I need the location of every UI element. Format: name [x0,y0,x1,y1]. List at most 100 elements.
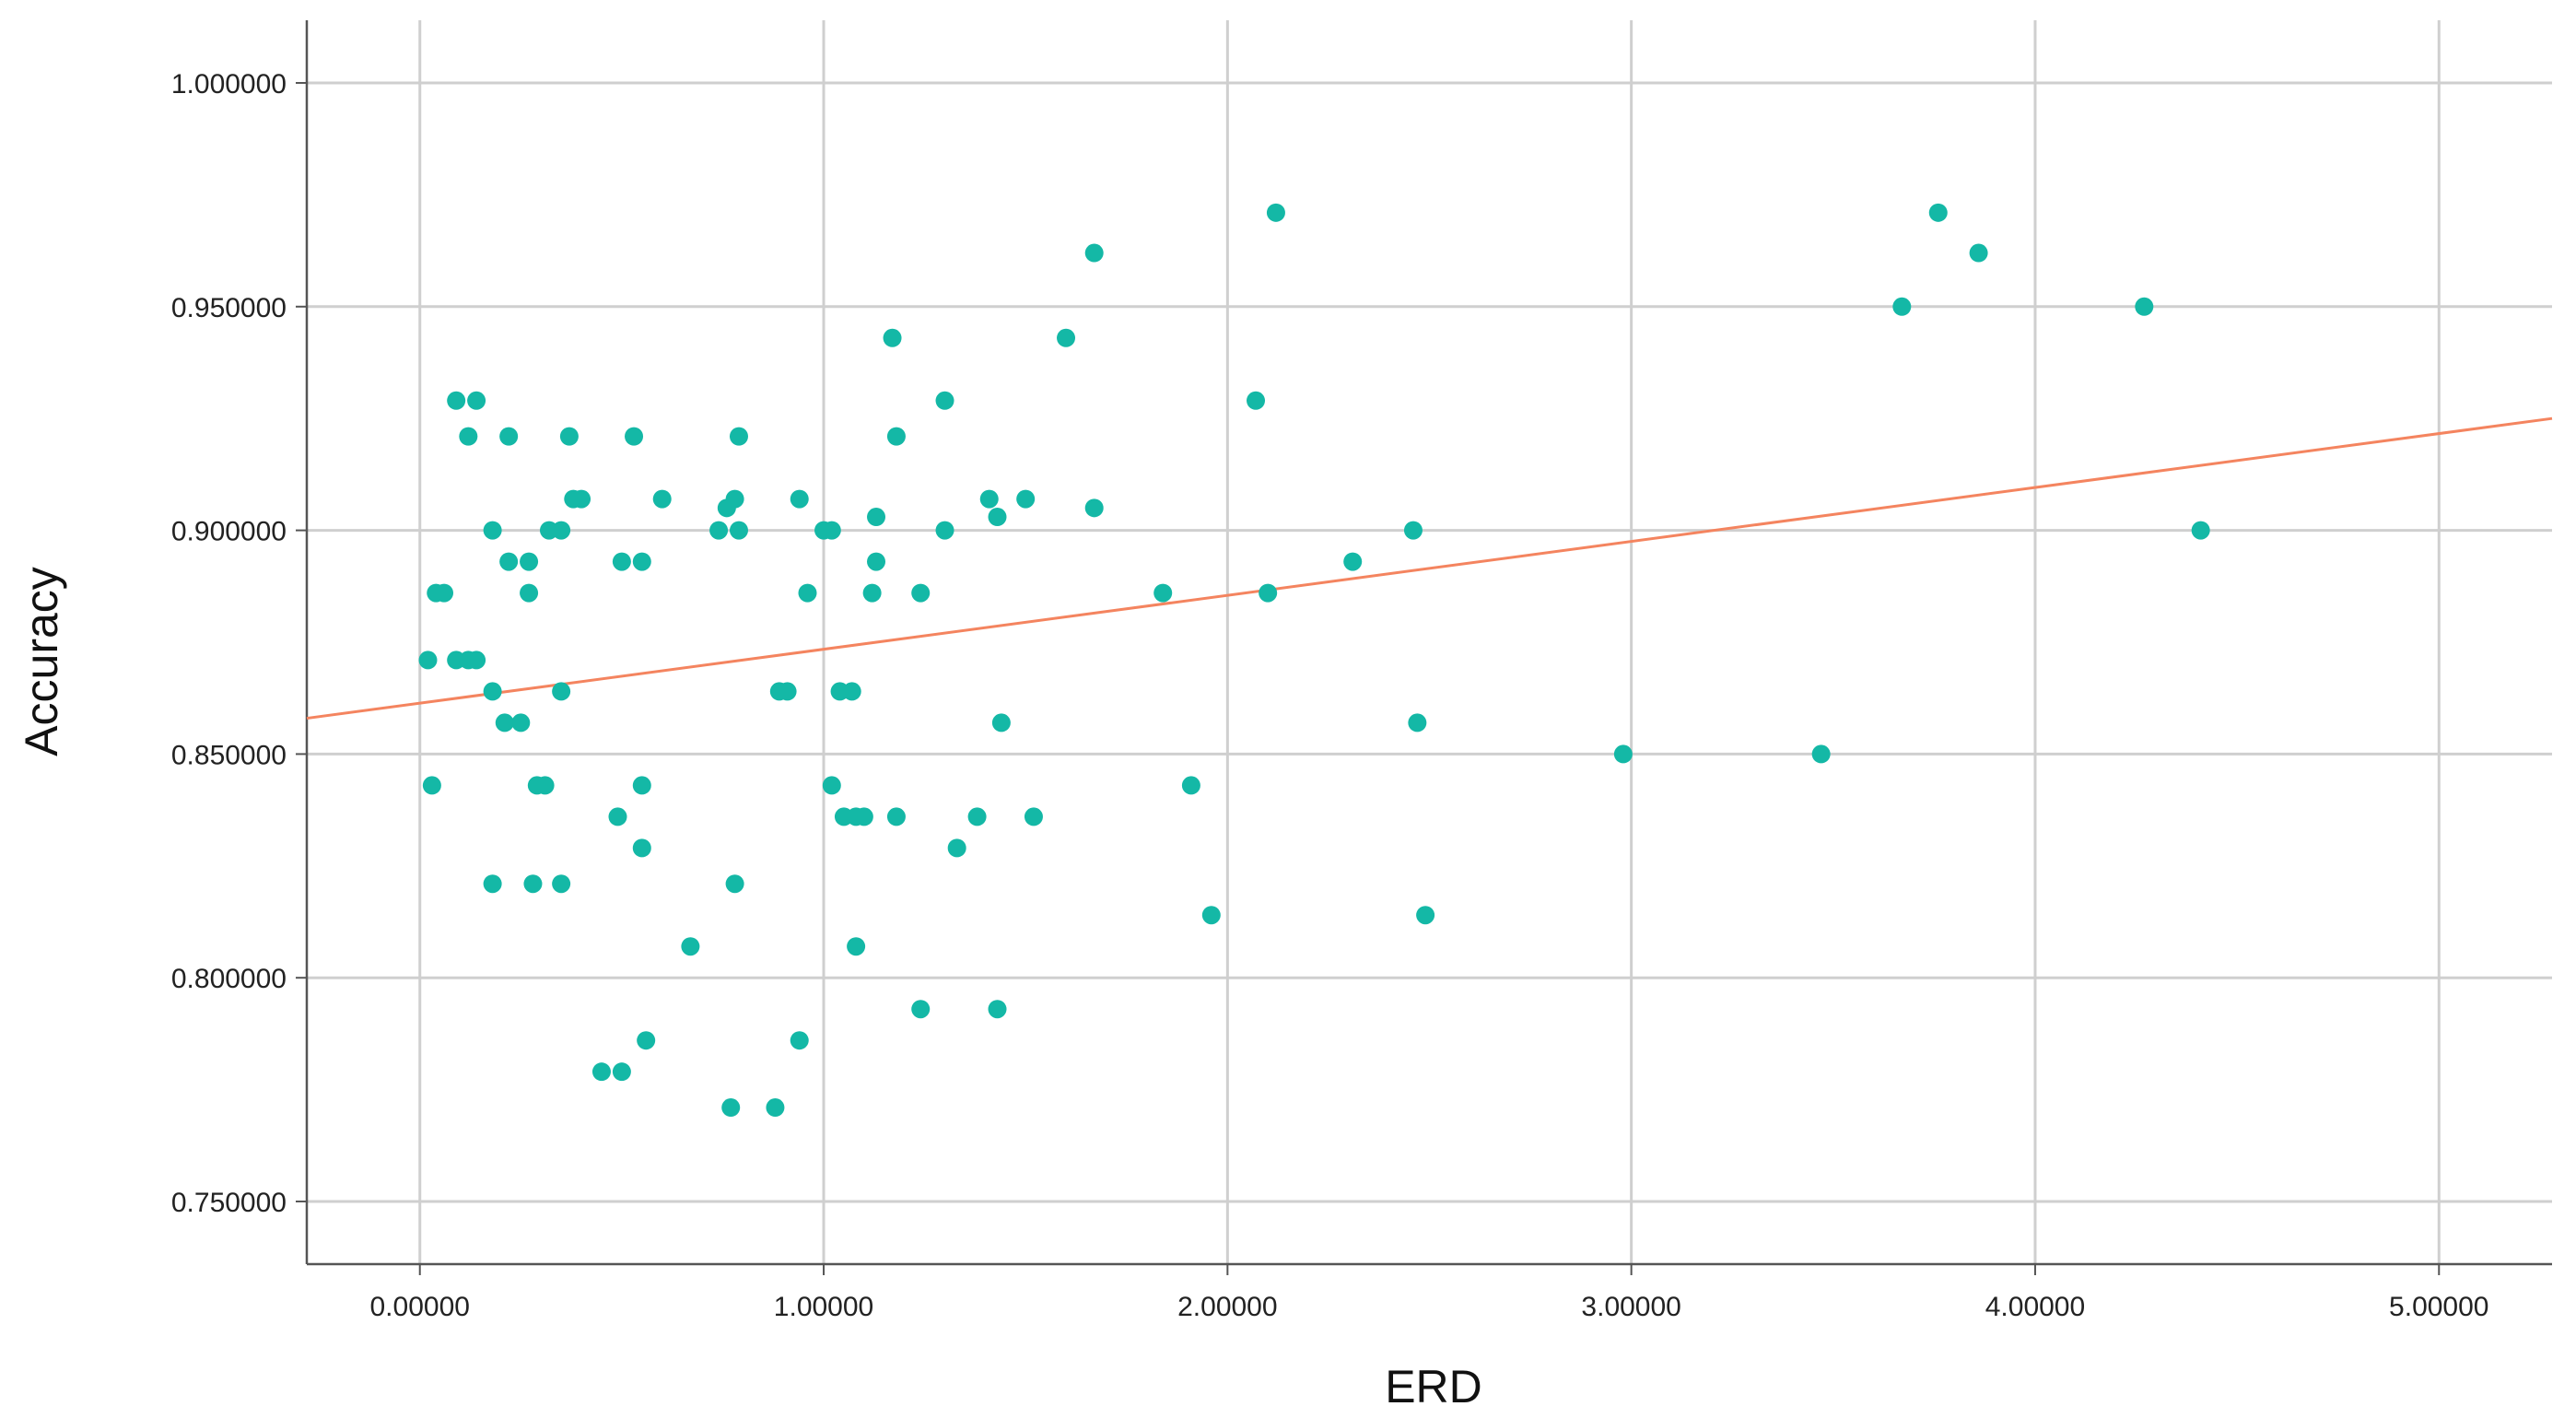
data-point [572,489,591,509]
data-point [552,682,571,701]
data-point [1613,744,1633,764]
data-point [612,552,631,571]
fit-line [306,416,2553,721]
y-tick-label: 0.850000 [171,740,287,770]
data-point [435,583,454,603]
data-point [967,807,987,826]
data-point [523,874,543,894]
data-point [947,838,966,858]
data-point [766,1098,785,1118]
data-point [1266,203,1285,222]
data-point [495,713,514,732]
data-point [1811,744,1831,764]
data-point [883,328,902,347]
data-point [1016,489,1036,509]
data-point [1201,906,1221,925]
data-point [520,583,539,603]
data-point [822,776,841,795]
x-tick-label: 3.00000 [1581,1292,1680,1322]
data-point [2191,521,2210,540]
data-point [1247,391,1266,410]
data-point [847,937,866,956]
y-tick-label: 0.950000 [171,293,287,323]
data-point [1024,807,1043,826]
data-point [854,807,873,826]
data-point [637,1031,656,1050]
data-point [467,650,486,670]
data-point [842,682,861,701]
fit-line-group [306,416,2553,721]
data-point [911,583,931,603]
data-point [608,807,627,826]
data-point [559,427,579,446]
data-point [991,713,1011,732]
data-point [681,937,700,956]
data-point [499,552,519,571]
data-point [418,650,438,670]
data-point [467,391,486,410]
data-point [1892,297,1912,316]
data-point [935,391,954,410]
data-point [1181,776,1200,795]
data-point [2135,297,2154,316]
data-point [447,391,466,410]
y-tick-labels: 0.750000 0.800000 0.850000 0.900000 0.950000… [171,69,287,1218]
data-point [867,508,886,527]
x-tick-label: 5.00000 [2389,1292,2488,1322]
data-point [725,874,744,894]
x-axis-title: ERD [1385,1361,1482,1412]
data-point [886,807,906,826]
data-point [1408,713,1427,732]
data-point [612,1062,631,1082]
data-point [552,874,571,894]
data-point [988,1000,1007,1019]
data-point [535,776,555,795]
data-point [867,552,886,571]
data-point [625,427,644,446]
grid-lines [307,20,2552,1264]
data-point [725,489,744,509]
data-point [1343,552,1363,571]
data-point [729,521,748,540]
data-point [499,427,519,446]
data-point [721,1098,741,1118]
data-point [483,874,502,894]
data-point [1928,203,1948,222]
data-point [790,489,809,509]
data-point [886,427,906,446]
data-points [418,203,2210,1118]
data-point [632,552,651,571]
y-tick-label: 0.900000 [171,517,287,547]
y-tick-label: 0.800000 [171,964,287,994]
x-tick-label: 4.00000 [1985,1292,2085,1322]
data-point [511,713,531,732]
data-point [1057,328,1076,347]
data-point [798,583,817,603]
data-point [911,1000,931,1019]
data-point [862,583,882,603]
data-point [778,682,797,701]
data-point [632,776,651,795]
data-point [459,427,478,446]
data-point [1153,583,1173,603]
data-point [709,521,729,540]
axes [296,20,2552,1275]
x-tick-label: 0.00000 [370,1292,470,1322]
data-point [1259,583,1278,603]
data-point [552,521,571,540]
y-axis-title: Accuracy [16,567,67,756]
x-tick-labels: 0.00000 1.00000 2.00000 3.00000 4.00000 5.000… [370,1292,2489,1322]
data-point [1403,521,1423,540]
y-tick-label: 1.000000 [171,69,287,100]
data-point [1416,906,1435,925]
data-point [790,1031,809,1050]
data-point [483,521,502,540]
data-point [591,1062,611,1082]
data-point [520,552,539,571]
data-point [729,427,748,446]
x-tick-label: 1.00000 [774,1292,873,1322]
data-point [483,682,502,701]
data-point [935,521,954,540]
y-tick-label: 0.750000 [171,1188,287,1218]
